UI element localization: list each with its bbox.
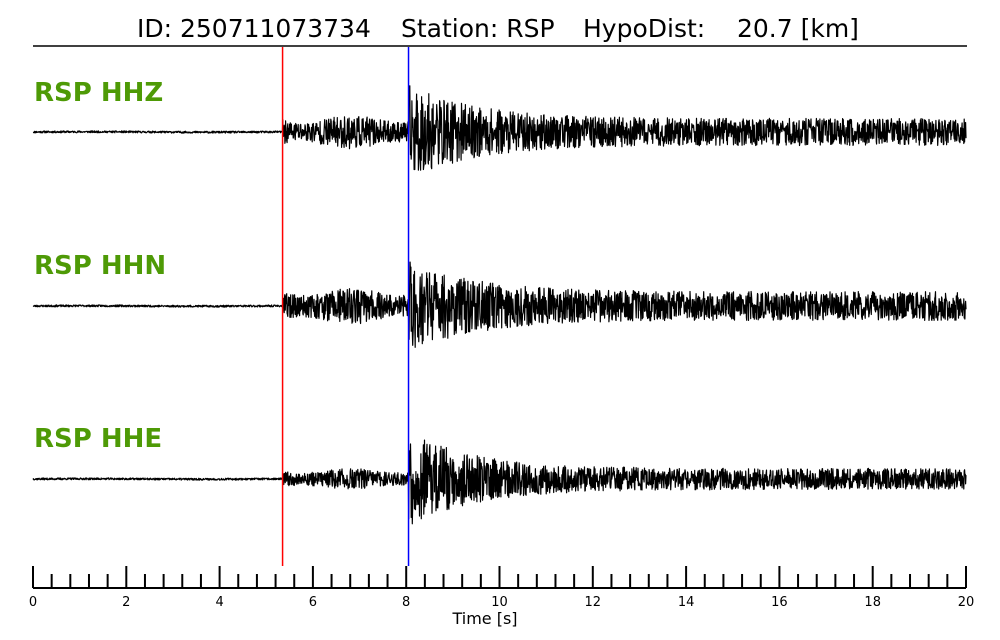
- x-tick-label: 16: [771, 595, 788, 610]
- trace-rsp-hhe: [32, 439, 967, 525]
- channel-label-rsp-hhn: RSP HHN: [34, 251, 166, 281]
- traces-group: RSP HHZ RSP HHN RSP HHE: [32, 78, 967, 525]
- x-tick-label: 0: [29, 595, 37, 610]
- x-tick-label: 10: [491, 595, 508, 610]
- x-axis-label: Time [s]: [451, 609, 517, 628]
- time-axis: 0 2 4 6 8 10 12 14 16 18 20: [29, 566, 974, 610]
- x-tick-label: 14: [678, 595, 695, 610]
- x-tick-label: 20: [958, 595, 975, 610]
- chart-title-hypodist: HypoDist: 20.7 [km]: [583, 14, 859, 43]
- x-tick-label: 2: [122, 595, 130, 610]
- channel-label-rsp-hhz: RSP HHZ: [34, 78, 163, 108]
- phase-picks: [281, 47, 410, 566]
- x-tick-label: 4: [215, 595, 223, 610]
- chart-title-station: Station: RSP: [401, 14, 555, 43]
- x-tick-label: 12: [585, 595, 602, 610]
- channel-label-rsp-hhe: RSP HHE: [34, 424, 162, 454]
- x-tick-label: 18: [864, 595, 881, 610]
- x-tick-label: 6: [309, 595, 317, 610]
- trace-rsp-hhz: [32, 85, 967, 171]
- trace-rsp-hhn: [32, 261, 967, 348]
- x-tick-label: 8: [402, 595, 410, 610]
- chart-title-id: ID: 250711073734: [137, 14, 371, 43]
